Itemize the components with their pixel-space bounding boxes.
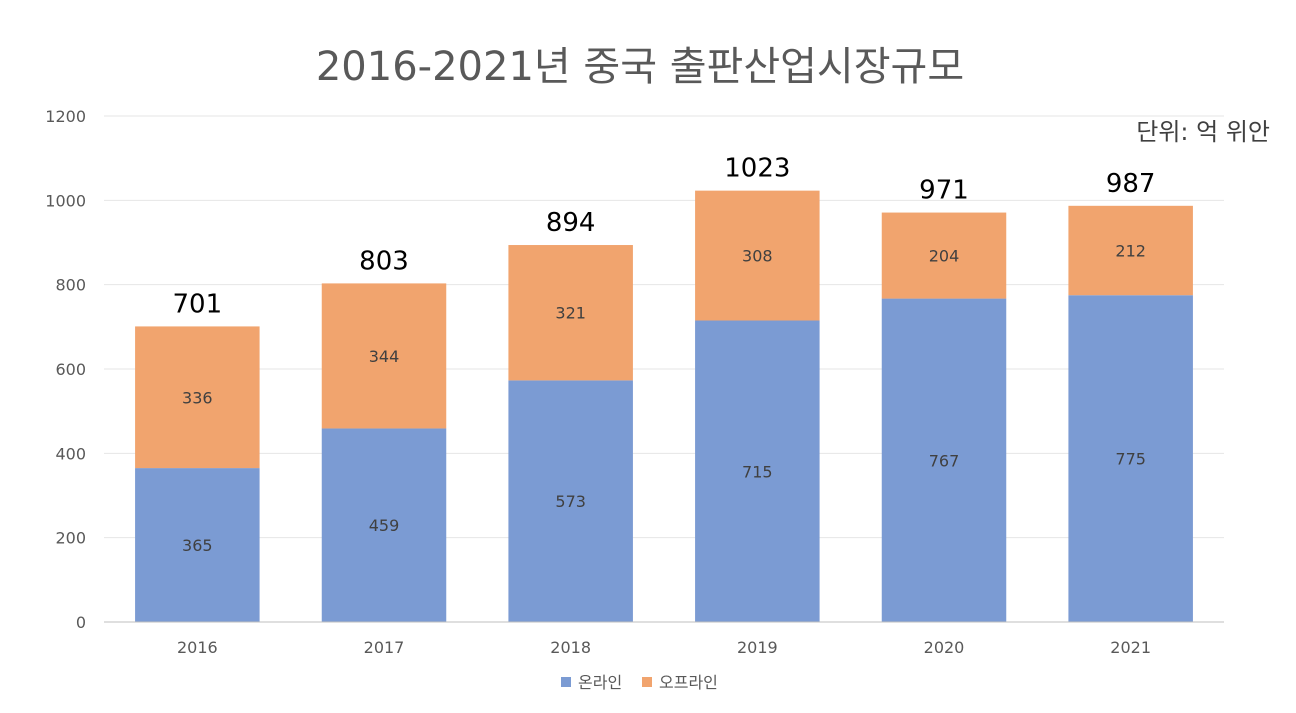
x-tick-label: 2021 [1110,638,1151,657]
bar-online-2019 [695,320,820,622]
y-tick-label: 400 [55,444,86,463]
x-tick-label: 2016 [177,638,218,657]
bars: 365 336 701 459 344 803 573 321 894 715 308 1023 767… [135,154,1193,622]
y-tick-label: 1000 [45,191,86,210]
x-tick-label: 2019 [737,638,778,657]
y-tick-label: 1200 [45,107,86,126]
bar-online-2021 [1068,295,1193,622]
data-label: 336 [182,388,213,407]
x-tick-label: 2020 [924,638,965,657]
legend-label: 오프라인 [659,673,718,692]
total-label: 894 [546,208,596,238]
data-label: 365 [182,536,213,555]
y-axis: 0 200 400 600 800 1000 1200 [45,107,86,632]
total-label: 971 [919,176,969,206]
x-axis: 2016 2017 2018 2019 2020 2021 [104,621,1224,657]
chart-title: 2016-2021년 중국 출판산업시장규모 [316,44,964,90]
data-label: 212 [1115,242,1146,261]
data-label: 321 [555,304,586,323]
bar-offline-2019 [695,190,820,321]
x-tick-label: 2018 [550,638,591,657]
legend-label: 온라인 [578,673,622,692]
data-label: 715 [742,462,773,481]
bar-offline-2020 [881,212,1007,299]
y-tick-label: 0 [76,613,86,632]
bar-offline-2021 [1068,205,1193,296]
y-tick-label: 800 [55,276,86,295]
bar-offline-2016 [135,326,260,469]
data-label: 308 [742,247,773,266]
bar-online-2017 [321,428,447,622]
data-label: 459 [369,516,400,535]
legend-swatch [642,677,652,687]
unit-label: 단위: 억 위안 [1136,118,1270,146]
total-label: 803 [359,246,409,276]
total-label: 987 [1106,169,1156,199]
total-label: 1023 [724,154,790,184]
y-tick-label: 200 [55,529,86,548]
bar-online-2016 [135,468,260,622]
bar-online-2020 [881,298,1007,622]
legend: 온라인 오프라인 [561,673,718,692]
data-label: 344 [369,347,400,366]
y-tick-label: 600 [55,360,86,379]
bar-offline-2017 [321,283,447,429]
legend-swatch [561,677,571,687]
data-label: 775 [1115,450,1146,469]
bar-offline-2018 [508,245,633,381]
total-label: 701 [173,289,223,319]
data-label: 204 [929,247,960,266]
data-label: 573 [555,492,586,511]
bar-online-2018 [508,380,633,622]
x-tick-label: 2017 [364,638,405,657]
data-label: 767 [929,451,960,470]
gridlines [104,115,1224,539]
